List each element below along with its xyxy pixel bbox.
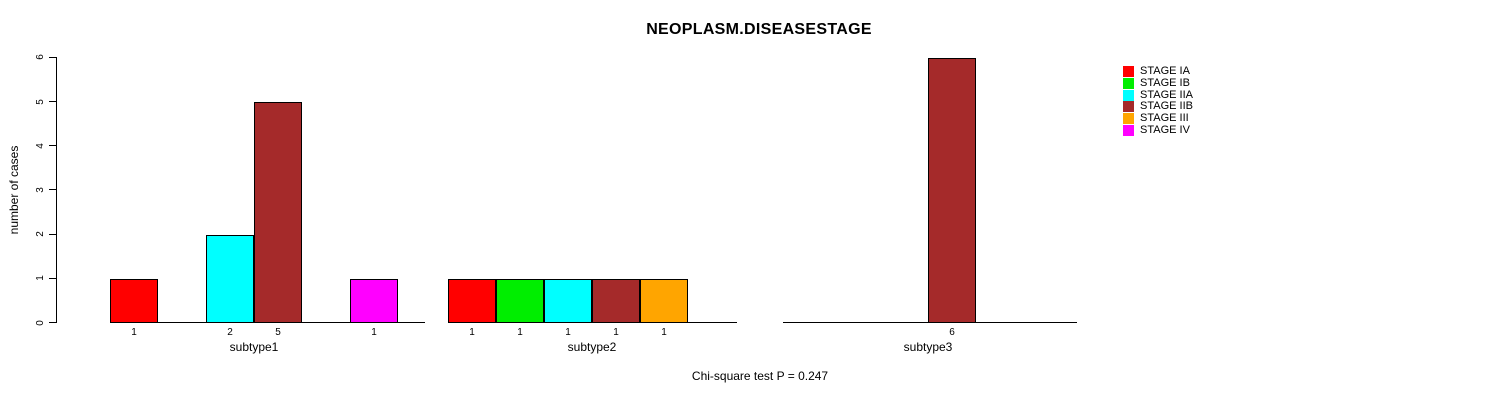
- y-axis-title: number of cases: [7, 145, 21, 235]
- bar-value-label: 1: [613, 327, 619, 338]
- legend-swatch-icon: [1123, 101, 1134, 113]
- y-axis-tick: [49, 277, 57, 279]
- bar-value-label: 1: [661, 327, 667, 338]
- bar-value-label: 6: [949, 327, 955, 338]
- legend-row: STAGE IA: [1123, 66, 1193, 78]
- legend-label: STAGE IB: [1140, 77, 1190, 90]
- bar-stage-iib: [928, 57, 976, 323]
- y-axis-tick-label: 2: [35, 231, 46, 237]
- x-axis-baseline: [783, 322, 1077, 323]
- y-axis-tick: [49, 189, 57, 191]
- group-label-subtype2: subtype2: [567, 340, 617, 354]
- legend-row: STAGE III: [1123, 113, 1193, 125]
- legend: STAGE IA STAGE IB STAGE IIA STAGE IIB STAGE …: [1123, 66, 1193, 136]
- bar-stage-iia: [206, 234, 254, 323]
- chi-square-caption: Chi-square test P = 0.247: [691, 369, 829, 383]
- legend-label: STAGE III: [1140, 112, 1189, 125]
- y-axis-tick-label: 4: [35, 143, 46, 149]
- bar-stage-iv: [350, 278, 398, 323]
- chart-title: NEOPLASM.DISEASESTAGE: [646, 21, 872, 38]
- legend-row: STAGE IV: [1123, 124, 1193, 136]
- y-axis-tick-label: 1: [35, 275, 46, 282]
- y-axis-tick-label: 6: [35, 54, 46, 61]
- y-axis-tick: [49, 322, 57, 323]
- bar-value-label: 1: [371, 327, 377, 338]
- bar-value-label: 1: [131, 327, 137, 338]
- y-axis-tick-label: 5: [35, 98, 46, 105]
- legend-swatch-icon: [1123, 113, 1134, 125]
- y-axis-tick: [49, 56, 57, 58]
- x-axis-baseline: [110, 322, 425, 323]
- y-axis-tick-label: 3: [35, 187, 46, 193]
- group-label-subtype3: subtype3: [903, 340, 953, 354]
- bar-value-label: 1: [469, 327, 475, 338]
- bar-stage-iia: [544, 278, 592, 323]
- legend-row: STAGE IB: [1123, 78, 1193, 90]
- group-label-subtype1: subtype1: [229, 340, 279, 354]
- bar-value-label: 1: [517, 327, 523, 338]
- bar-stage-iib: [254, 101, 302, 323]
- y-axis-tick-label: 0: [35, 319, 46, 326]
- y-axis-tick: [49, 145, 57, 147]
- bar-stage-ia: [448, 278, 496, 323]
- bar-stage-ia: [110, 278, 158, 323]
- legend-row: STAGE IIA: [1123, 89, 1193, 101]
- bar-value-label: 2: [227, 327, 233, 338]
- legend-swatch-icon: [1123, 66, 1134, 78]
- y-axis-tick: [49, 101, 57, 103]
- x-axis-baseline: [448, 322, 737, 323]
- bar-value-label: 1: [565, 327, 571, 338]
- legend-swatch-icon: [1123, 89, 1134, 101]
- bar-stage-iib: [592, 278, 640, 323]
- legend-label: STAGE IV: [1140, 123, 1190, 136]
- bar-stage-iii: [640, 278, 688, 323]
- legend-row: STAGE IIB: [1123, 101, 1193, 113]
- bar-stage-ib: [496, 278, 544, 323]
- legend-label: STAGE IIA: [1140, 88, 1193, 101]
- legend-label: STAGE IA: [1140, 65, 1190, 78]
- legend-swatch-icon: [1123, 124, 1134, 136]
- y-axis-tick: [49, 233, 57, 235]
- legend-label: STAGE IIB: [1140, 100, 1193, 113]
- legend-swatch-icon: [1123, 78, 1134, 90]
- bar-value-label: 5: [275, 327, 281, 338]
